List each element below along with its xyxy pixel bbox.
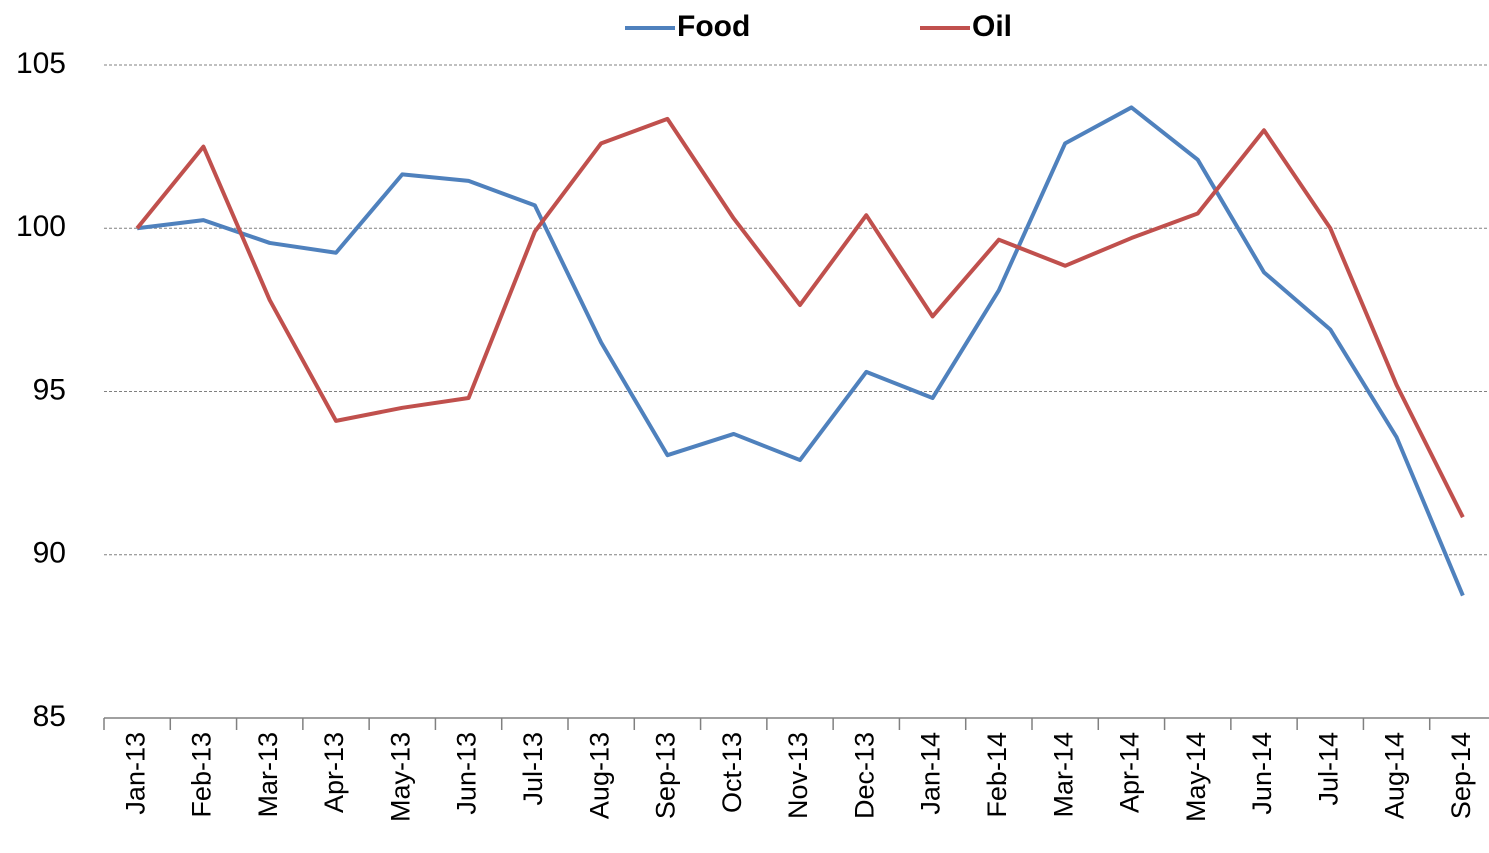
x-tick-label: Jan-14 bbox=[916, 732, 946, 815]
x-tick-label: Aug-13 bbox=[584, 732, 614, 819]
y-tick-label: 85 bbox=[33, 700, 66, 733]
y-tick-label: 95 bbox=[33, 373, 66, 406]
x-tick-label: Jun-14 bbox=[1247, 732, 1277, 815]
x-tick-label: Aug-14 bbox=[1380, 732, 1410, 819]
x-tick-label: Sep-14 bbox=[1446, 732, 1476, 819]
x-tick-label: Oct-13 bbox=[717, 732, 747, 813]
x-tick-label: Feb-13 bbox=[187, 732, 217, 818]
legend-label: Food bbox=[677, 10, 750, 43]
x-tick-label: May-13 bbox=[385, 732, 415, 822]
x-tick-label: Jul-14 bbox=[1313, 732, 1343, 806]
x-tick-label: Mar-14 bbox=[1048, 732, 1078, 818]
legend-label: Oil bbox=[972, 10, 1012, 43]
y-tick-label: 100 bbox=[16, 210, 66, 243]
y-tick-label: 105 bbox=[16, 47, 66, 80]
x-tick-label: Jul-13 bbox=[518, 732, 548, 806]
x-tick-label: Jun-13 bbox=[452, 732, 482, 815]
y-tick-label: 90 bbox=[33, 537, 66, 570]
x-tick-label: Dec-13 bbox=[849, 732, 879, 819]
x-tick-label: Nov-13 bbox=[783, 732, 813, 819]
line bbox=[135, 116, 1465, 519]
x-tick-label: Mar-13 bbox=[253, 732, 283, 818]
x-tick-label: Apr-14 bbox=[1115, 732, 1145, 813]
x-tick-label: May-14 bbox=[1181, 732, 1211, 822]
x-tick-label: Jan-13 bbox=[120, 732, 150, 815]
x-tick-label: Feb-14 bbox=[982, 732, 1012, 818]
x-tick-label: Sep-13 bbox=[651, 732, 681, 819]
line bbox=[136, 105, 1465, 597]
x-tick-label: Apr-13 bbox=[319, 732, 349, 813]
